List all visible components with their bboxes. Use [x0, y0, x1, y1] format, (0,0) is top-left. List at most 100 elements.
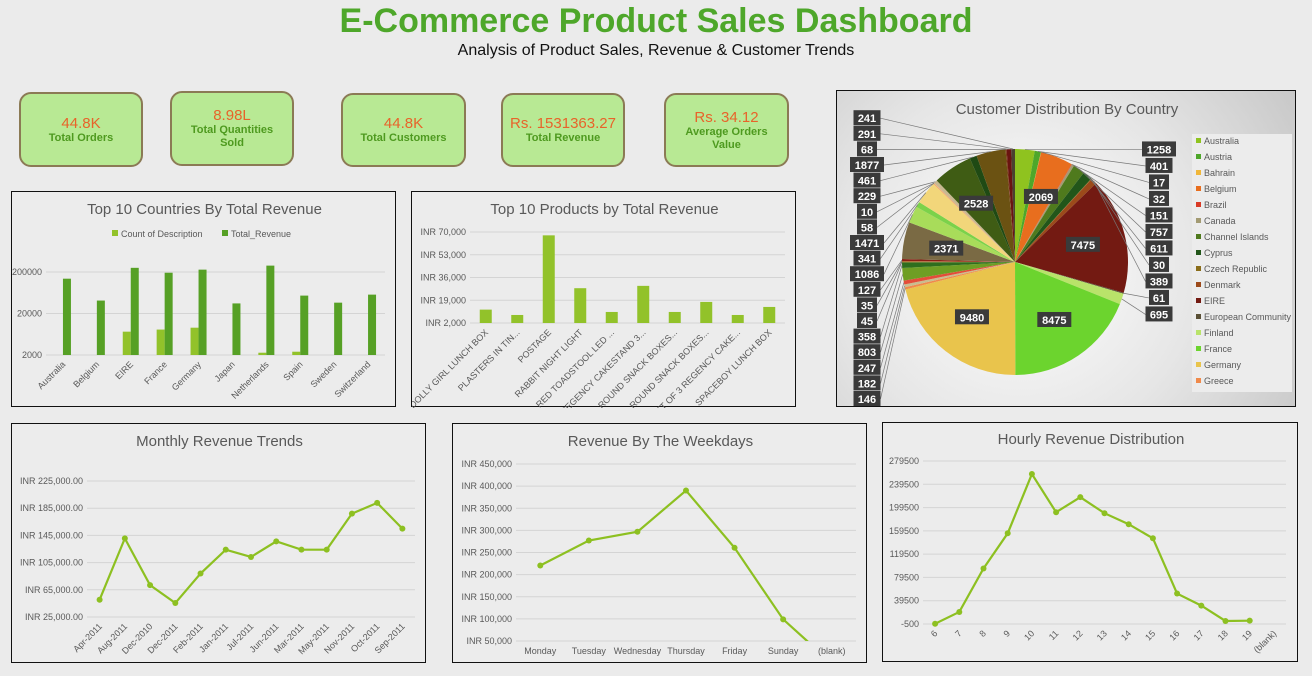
data-label: 461: [858, 176, 876, 188]
pie-slice: [1015, 150, 1042, 262]
weekday-line-chart: Revenue By The Weekdays INR 450,000 INR 40…: [461, 433, 856, 656]
data-label-box: [850, 266, 884, 282]
pie-slice: [934, 183, 1015, 262]
data-point: [1053, 509, 1060, 516]
data-point: [1222, 617, 1229, 624]
y-tick-label: 79500: [894, 572, 919, 582]
customer-pie-chart: Customer Distribution By Country 2069 7475…: [850, 101, 1292, 406]
data-label: 611: [1150, 243, 1168, 255]
leader-line: [1123, 292, 1150, 299]
leader-line: [883, 214, 913, 275]
data-label-box: [1145, 157, 1173, 173]
chart-weekday-revenue: Revenue By The Weekdays INR 450,000 INR 40…: [452, 423, 867, 663]
data-label-box: [853, 172, 881, 188]
y-tick-label: INR 300,000: [461, 525, 512, 535]
leader-line: [880, 133, 1009, 150]
legend-swatch: [1196, 138, 1201, 143]
data-point: [585, 537, 592, 544]
legend-panel: [1192, 134, 1292, 392]
legend-label: EIRE: [1204, 296, 1225, 306]
y-tick-label: 2000: [22, 350, 42, 360]
data-point: [96, 596, 103, 603]
bar: [700, 301, 713, 323]
data-point: [248, 553, 254, 560]
pie-slice: [1015, 178, 1097, 262]
data-label-box: [1145, 207, 1173, 223]
legend-label: Germany: [1204, 360, 1242, 370]
y-tick-label: INR 225,000.00: [20, 476, 83, 486]
data-point: [348, 510, 355, 517]
pie-slice: [903, 262, 1015, 285]
y-tick-label: INR 70,000: [420, 227, 466, 237]
data-point: [222, 546, 229, 553]
x-tick-label: Sunday: [768, 646, 799, 656]
dashboard-title: E-Commerce Product Sales Dashboard: [339, 2, 973, 40]
leader-line: [880, 288, 906, 400]
data-label-box: [853, 391, 881, 406]
y-tick-label: INR 50,000: [466, 636, 512, 646]
data-label-box: [1065, 236, 1100, 252]
y-tick-label: -500: [901, 619, 919, 629]
data-point: [1198, 602, 1205, 609]
x-tick-label: 7: [953, 628, 964, 639]
kpi-value: 44.8K: [383, 115, 424, 132]
leader-line: [880, 181, 936, 197]
data-label-box: [853, 188, 881, 204]
x-tick-label: Spain: [281, 359, 304, 382]
data-label: 401: [1150, 161, 1168, 173]
leader-line: [1093, 180, 1146, 282]
data-point: [273, 538, 280, 545]
pie-slice: [1015, 172, 1092, 262]
data-label: 45: [861, 316, 873, 328]
x-tick-label: Germany: [170, 359, 204, 393]
data-point: [1246, 617, 1253, 624]
legend-swatch: [1196, 378, 1201, 383]
legend-swatch: [1196, 282, 1201, 287]
legend-label: Channel Islands: [1204, 232, 1269, 242]
data-label: 247: [858, 363, 876, 375]
data-label: 2069: [1029, 192, 1053, 204]
data-label-box: [857, 219, 877, 235]
chart-monthly-revenue: Monthly Revenue Trends INR 225,000.00 INR …: [11, 423, 426, 663]
leader-line: [880, 204, 919, 259]
data-label-box: [853, 125, 881, 141]
pie-slice: [1015, 152, 1072, 262]
y-tick-label: INR 105,000.00: [20, 558, 83, 568]
data-label: 358: [858, 332, 876, 344]
x-tick-label: 17: [1192, 628, 1206, 642]
data-label: 146: [858, 394, 876, 406]
pie-slice: [916, 202, 1015, 262]
data-label: 2528: [964, 199, 988, 211]
pie-slice: [1011, 149, 1015, 262]
data-label: 58: [861, 222, 873, 234]
legend-swatch: [1196, 170, 1201, 175]
x-tick-label: (blank): [818, 646, 846, 656]
data-label-box: [853, 110, 881, 126]
y-tick-label: INR 100,000: [461, 614, 512, 624]
data-label: 127: [858, 285, 876, 297]
legend-swatch: [1196, 186, 1201, 191]
leader-line: [876, 261, 903, 306]
y-tick-label: 20000: [17, 309, 42, 319]
hourly-line-chart: Hourly Revenue Distribution 279500 239500 1…: [889, 431, 1286, 655]
leader-line: [883, 151, 991, 166]
bar: [292, 351, 301, 355]
x-tick-label: Wednesday: [614, 646, 662, 656]
bar: [62, 278, 71, 355]
x-tick-label: PLASTERS IN TIN...: [456, 327, 522, 393]
data-label-box: [1149, 174, 1169, 190]
data-label: 1258: [1147, 144, 1171, 156]
y-tick-label: INR 350,000: [461, 503, 512, 513]
y-tick-label: 200000: [12, 267, 42, 277]
data-label: 182: [858, 378, 876, 390]
data-label: 7475: [1071, 240, 1095, 252]
chart-top-products: Top 10 Products by Total Revenue INR 70,0…: [411, 191, 796, 408]
bar: [130, 267, 139, 355]
data-point: [374, 499, 381, 506]
data-label: 2371: [934, 244, 958, 256]
leader-line: [880, 117, 1014, 150]
data-point: [298, 546, 305, 553]
bar: [731, 314, 744, 323]
data-label: 151: [1150, 210, 1168, 222]
series-line: [539, 488, 809, 641]
